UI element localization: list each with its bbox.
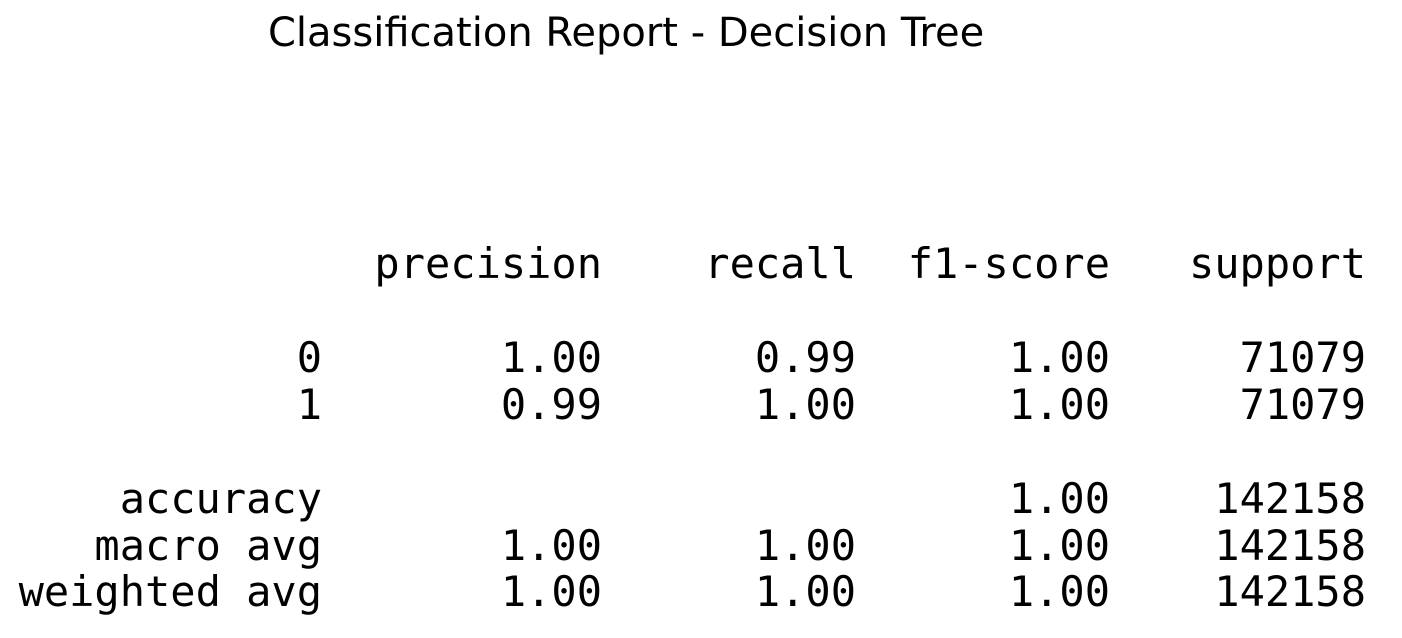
class-0-recall: 0.99 [754, 333, 856, 382]
class-0-f1-score: 1.00 [1008, 333, 1110, 382]
row-label-class-0: 0 [296, 333, 322, 382]
header-recall: recall [704, 239, 856, 288]
class-1-support: 71079 [1239, 380, 1366, 429]
report-title: Classification Report - Decision Tree [268, 10, 985, 56]
macro-avg-f1-score: 1.00 [1008, 521, 1110, 570]
row-label-macro-avg: macro avg [94, 521, 322, 570]
macro-avg-recall: 1.00 [754, 521, 856, 570]
macro-avg-precision: 1.00 [500, 521, 602, 570]
header-f1-score: f1-score [907, 239, 1110, 288]
class-1-precision: 0.99 [500, 380, 602, 429]
class-1-recall: 1.00 [754, 380, 856, 429]
class-1-f1-score: 1.00 [1008, 380, 1110, 429]
row-label-weighted-avg: weighted avg [18, 567, 322, 616]
header-support: support [1188, 239, 1366, 288]
weighted-avg-precision: 1.00 [500, 567, 602, 616]
header-precision: precision [374, 239, 602, 288]
weighted-avg-recall: 1.00 [754, 567, 856, 616]
row-label-class-1: 1 [296, 380, 322, 429]
weighted-avg-support: 142158 [1214, 567, 1366, 616]
weighted-avg-f1-score: 1.00 [1008, 567, 1110, 616]
accuracy-support: 142158 [1214, 474, 1366, 523]
row-label-accuracy: accuracy [119, 474, 322, 523]
class-0-precision: 1.00 [500, 333, 602, 382]
accuracy-f1-score: 1.00 [1008, 474, 1110, 523]
class-0-support: 71079 [1239, 333, 1366, 382]
macro-avg-support: 142158 [1214, 521, 1366, 570]
